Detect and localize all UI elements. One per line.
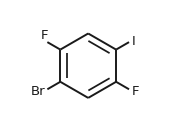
Text: F: F [41,28,49,41]
Text: I: I [132,35,135,48]
Text: Br: Br [30,84,45,97]
Text: F: F [132,84,139,97]
